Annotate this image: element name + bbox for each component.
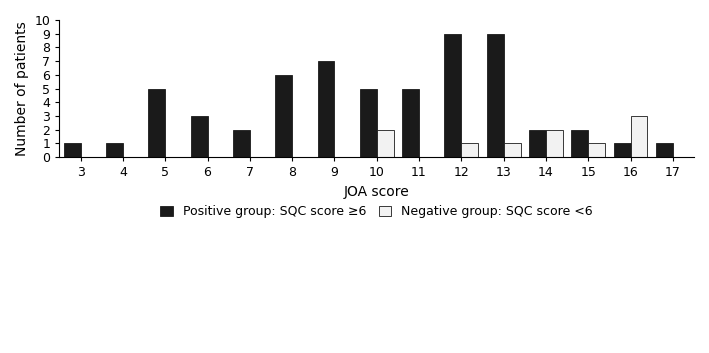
- Bar: [106, 143, 123, 157]
- Legend: Positive group: SQC score ≥6, Negative group: SQC score <6: Positive group: SQC score ≥6, Negative g…: [157, 202, 597, 222]
- Bar: [402, 89, 419, 157]
- Bar: [546, 130, 563, 157]
- Bar: [529, 130, 546, 157]
- Bar: [486, 34, 503, 157]
- Bar: [64, 143, 81, 157]
- Bar: [445, 34, 462, 157]
- Bar: [318, 61, 335, 157]
- Bar: [503, 143, 520, 157]
- Bar: [275, 75, 292, 157]
- Bar: [376, 130, 393, 157]
- Bar: [571, 130, 588, 157]
- Bar: [359, 89, 376, 157]
- Y-axis label: Number of patients: Number of patients: [15, 21, 29, 156]
- Bar: [630, 116, 647, 157]
- Bar: [233, 130, 250, 157]
- Bar: [191, 116, 208, 157]
- Bar: [148, 89, 165, 157]
- X-axis label: JOA score: JOA score: [344, 185, 410, 199]
- Bar: [613, 143, 630, 157]
- Bar: [656, 143, 673, 157]
- Bar: [588, 143, 605, 157]
- Bar: [462, 143, 479, 157]
